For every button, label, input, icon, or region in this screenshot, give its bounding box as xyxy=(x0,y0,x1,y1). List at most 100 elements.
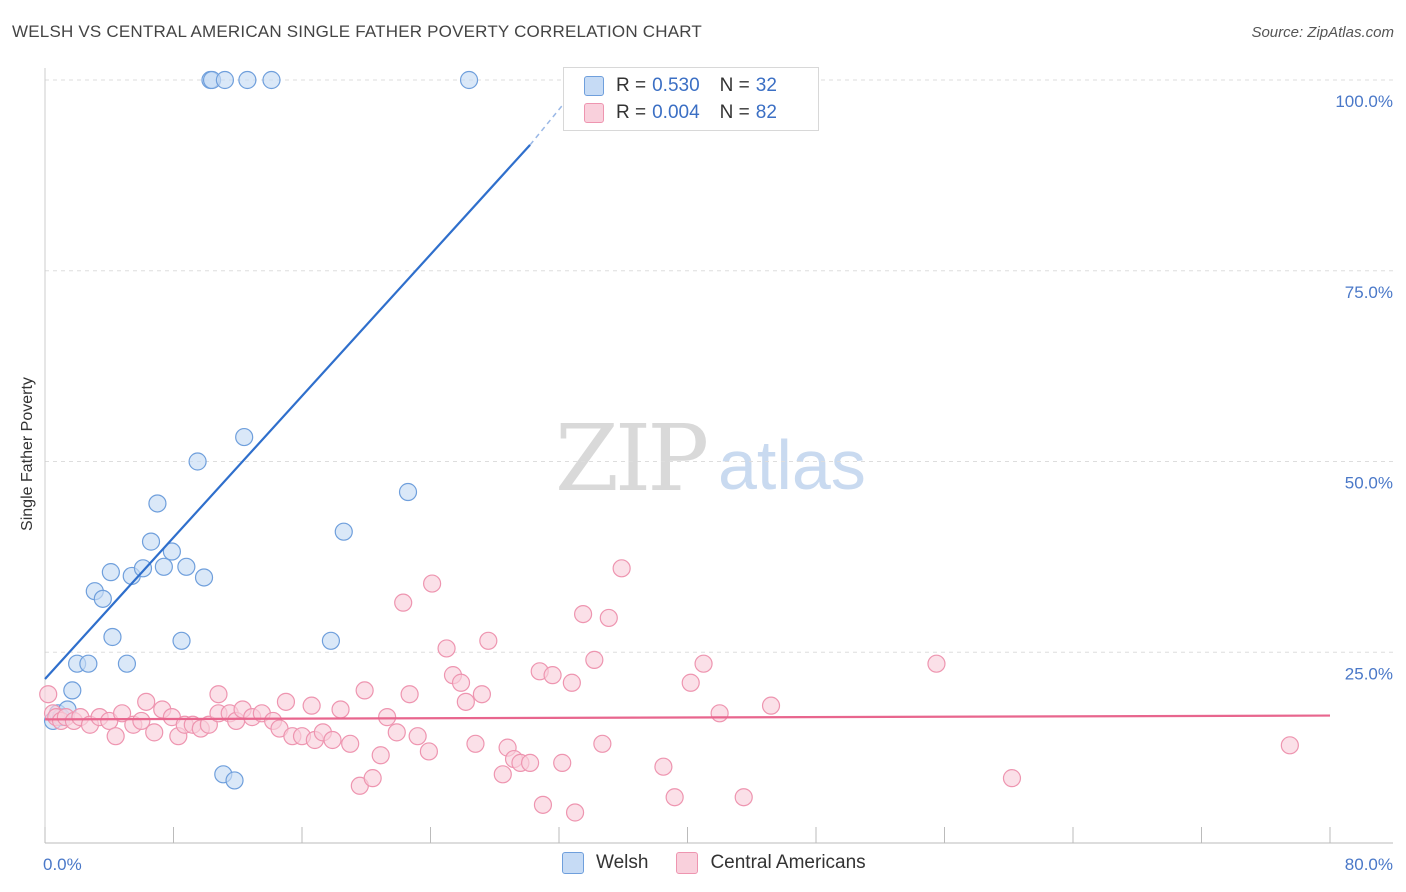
welsh-point xyxy=(215,70,234,90)
central-point xyxy=(323,730,342,750)
central-point xyxy=(363,769,382,788)
welsh-point xyxy=(117,654,137,673)
x-tick-label: 0.0% xyxy=(43,855,82,874)
legend-swatch-welsh xyxy=(562,852,584,874)
welsh-point xyxy=(101,563,120,582)
legend-r-value: 0.004 xyxy=(652,102,700,123)
central-point xyxy=(371,746,390,765)
central-point xyxy=(466,734,485,753)
y-tick-label: 100.0% xyxy=(1335,92,1393,111)
central-point xyxy=(1280,736,1299,755)
central-point xyxy=(132,711,151,731)
welsh-trendline xyxy=(44,144,531,680)
legend-swatch-central xyxy=(676,852,699,874)
central-point xyxy=(106,727,125,746)
legend-swatch-welsh xyxy=(584,76,604,96)
central-point xyxy=(479,631,498,650)
central-point xyxy=(355,681,374,700)
welsh-point xyxy=(103,627,122,647)
welsh-point xyxy=(93,589,112,608)
welsh-point xyxy=(79,654,98,673)
central-point xyxy=(533,795,553,814)
central-point xyxy=(408,727,427,746)
central-point xyxy=(694,654,713,673)
x-tick-label: 80.0% xyxy=(1345,855,1393,874)
welsh-point xyxy=(133,559,153,578)
welsh-point xyxy=(194,568,214,587)
central-point xyxy=(387,723,406,742)
central-point xyxy=(927,654,946,673)
legend-r-value: 0.530 xyxy=(652,75,700,96)
central-point xyxy=(593,734,612,753)
central-point xyxy=(520,753,540,772)
central-point xyxy=(209,685,228,704)
legend-swatch-central xyxy=(584,103,604,123)
central-point xyxy=(276,692,296,711)
welsh-point xyxy=(225,771,244,790)
central-point xyxy=(543,666,562,685)
y-tick-label: 50.0% xyxy=(1345,474,1393,493)
welsh-point xyxy=(321,631,341,650)
welsh-point xyxy=(162,542,181,561)
central-point xyxy=(400,685,419,704)
welsh-point xyxy=(334,522,353,541)
central-point xyxy=(710,704,729,723)
central-point xyxy=(681,673,700,692)
central-point xyxy=(493,765,512,784)
central-point xyxy=(302,696,321,715)
central-point xyxy=(394,593,413,612)
central-point xyxy=(145,723,164,742)
central-point xyxy=(665,788,684,807)
welsh-trendline-extension xyxy=(529,79,584,146)
central-point xyxy=(573,604,593,624)
welsh-point xyxy=(188,452,207,471)
series-legend: Welsh Central Americans xyxy=(562,852,894,874)
central-point xyxy=(612,559,631,578)
legend-row-central: R = 0.004 N = 82 xyxy=(584,101,777,125)
central-point xyxy=(419,742,438,761)
chart-title: WELSH VS CENTRAL AMERICAN SINGLE FATHER … xyxy=(12,22,702,41)
watermark-zip: ZIP xyxy=(555,405,709,512)
welsh-point xyxy=(148,494,167,513)
central-point xyxy=(39,685,58,704)
central-point xyxy=(565,803,585,822)
welsh-point xyxy=(398,482,418,502)
central-point xyxy=(585,650,604,669)
watermark-atlas: atlas xyxy=(718,426,866,504)
legend-item-central[interactable]: Central Americans xyxy=(676,852,866,874)
legend-n-label: N = xyxy=(719,102,750,123)
legend-item-welsh[interactable]: Welsh xyxy=(562,852,648,874)
central-point xyxy=(562,673,581,692)
central-point xyxy=(1002,769,1022,788)
welsh-point xyxy=(459,70,479,90)
welsh-point xyxy=(141,532,161,551)
central-point xyxy=(437,639,456,658)
legend-label-welsh: Welsh xyxy=(596,852,649,873)
central-point xyxy=(761,696,781,715)
welsh-point xyxy=(262,70,281,90)
central-point xyxy=(553,753,572,772)
central-point xyxy=(341,734,360,753)
welsh-point xyxy=(235,427,254,447)
central-point xyxy=(137,692,156,711)
correlation-legend: R = 0.530 N = 32 R = 0.004 N = 82 xyxy=(563,67,819,131)
central-point xyxy=(378,708,397,727)
welsh-point xyxy=(63,681,82,700)
legend-row-welsh: R = 0.530 N = 32 xyxy=(584,74,777,98)
welsh-point xyxy=(172,631,191,650)
y-tick-label: 75.0% xyxy=(1345,283,1393,302)
legend-n-value: 82 xyxy=(755,102,777,123)
central-point xyxy=(654,757,673,776)
legend-r-label: R = xyxy=(616,102,647,123)
welsh-point xyxy=(238,70,257,90)
legend-label-central: Central Americans xyxy=(710,852,866,873)
y-tick-label: 25.0% xyxy=(1345,664,1393,683)
legend-n-value: 32 xyxy=(755,75,777,96)
central-trendline xyxy=(44,714,1331,721)
central-point xyxy=(112,704,132,723)
legend-r-label: R = xyxy=(616,75,647,96)
central-point xyxy=(472,685,491,704)
central-point xyxy=(456,692,475,711)
welsh-point xyxy=(177,557,196,576)
